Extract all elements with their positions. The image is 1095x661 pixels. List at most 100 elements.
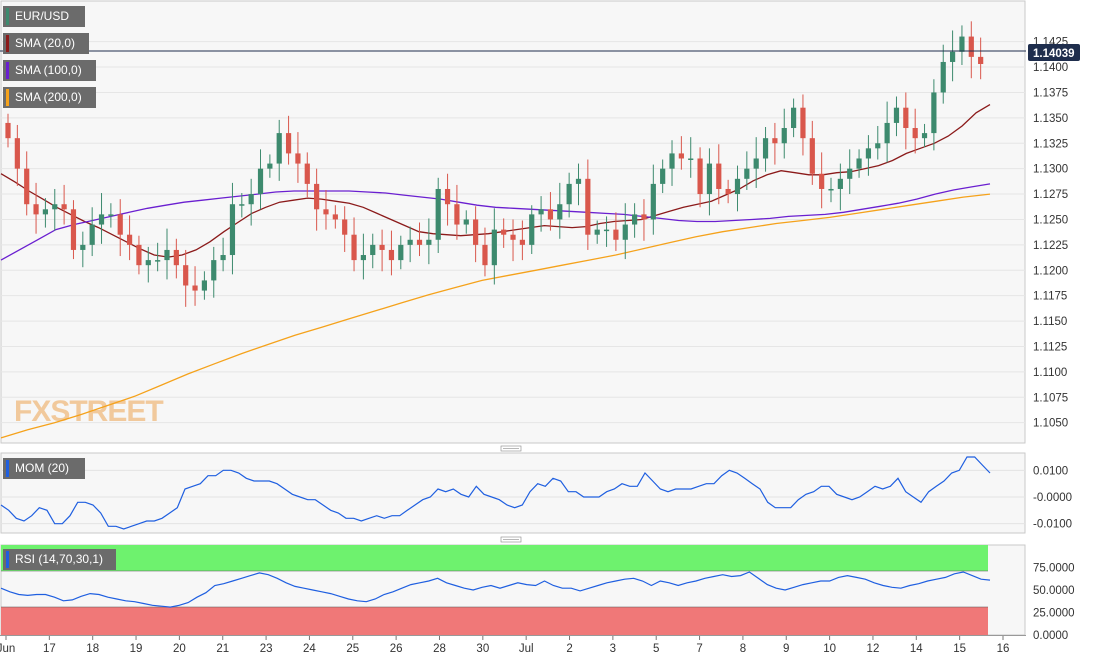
rsi-y-tick-label: 0.0000	[1033, 630, 1068, 642]
main-y-tick-label: 1.1175	[1033, 291, 1067, 303]
candle-body	[744, 168, 750, 179]
main-y-tick-label: 1.1225	[1033, 240, 1068, 252]
candle-body	[351, 234, 357, 261]
candle-body	[70, 209, 77, 250]
rsi-y-tick-label: 50.0000	[1033, 585, 1075, 597]
candle-body	[285, 133, 292, 154]
candle-body	[968, 36, 974, 57]
rsi-y-tick-label: 25.0000	[1033, 608, 1075, 620]
candle-body	[519, 239, 525, 245]
candle-body	[800, 107, 806, 139]
candle-body	[136, 244, 142, 266]
last-price-value: 1.14039	[1033, 48, 1075, 60]
x-tick-label: 20	[173, 643, 186, 655]
candle-body	[276, 133, 282, 164]
sma-100-label[interactable]: SMA (100,0)	[3, 60, 96, 81]
x-tick-label: 17	[43, 643, 56, 655]
candle-body	[837, 178, 843, 189]
candle-body	[454, 204, 460, 225]
symbol-label-text: EUR/USD	[15, 9, 70, 23]
candle-body	[978, 56, 984, 64]
candle-body	[173, 249, 179, 266]
candle-body	[239, 204, 245, 206]
candle-body	[33, 204, 39, 215]
rsi-y-tick-label: 75.0000	[1033, 563, 1075, 575]
candle-body	[613, 229, 619, 240]
main-y-tick-label: 1.1050	[1033, 418, 1068, 430]
main-y-tick-label: 1.1125	[1033, 341, 1067, 353]
candle-body	[856, 158, 862, 169]
symbol-swatch	[6, 8, 9, 25]
candle-body	[650, 183, 656, 220]
candle-body	[80, 244, 86, 250]
candle-body	[304, 163, 310, 184]
candle-body	[510, 234, 516, 240]
candle-body	[884, 122, 890, 144]
main-y-tick-label: 1.1275	[1033, 189, 1068, 201]
sma-line-200	[0, 193, 991, 439]
candle-body	[117, 214, 123, 235]
mom-y-tick-label: 0.0100	[1033, 465, 1068, 477]
candle-body	[762, 138, 769, 159]
candle-body	[201, 280, 207, 291]
candle-body	[342, 219, 348, 235]
candle-body	[426, 239, 432, 245]
rsi-line	[0, 571, 991, 608]
candle-body	[697, 158, 703, 195]
candle-body	[332, 214, 338, 220]
candle-body	[875, 143, 881, 149]
candle-body	[145, 260, 151, 266]
candle-body	[164, 249, 170, 261]
candle-body	[903, 107, 909, 129]
sma-20-swatch	[6, 35, 9, 52]
candle-body	[538, 209, 544, 215]
x-tick-label: 25	[346, 643, 359, 655]
candle-body	[295, 153, 301, 164]
candle-body	[940, 61, 946, 93]
candle-body	[501, 229, 507, 235]
candle-body	[781, 128, 787, 144]
x-tick-label: 10	[823, 643, 836, 655]
main-y-tick-label: 1.1375	[1033, 87, 1068, 99]
candle-body	[547, 209, 554, 220]
mom-y-tick-label: -0.0000	[1033, 492, 1072, 504]
x-tick-label: Jun	[0, 643, 15, 655]
candle-body	[398, 244, 404, 261]
x-tick-label: 2	[566, 643, 572, 655]
main-y-tick-label: 1.1325	[1033, 138, 1068, 150]
mom-label[interactable]: MOM (20)	[3, 458, 85, 479]
candle-body	[257, 168, 264, 195]
main-y-tick-label: 1.1100	[1033, 367, 1067, 379]
candle-body	[641, 214, 647, 220]
main-y-tick-label: 1.1150	[1033, 316, 1067, 328]
candle-body	[444, 188, 451, 205]
candle-body	[585, 178, 591, 235]
candle-body	[379, 244, 385, 250]
candle-body	[921, 133, 928, 139]
sma-100-label-text: SMA (100,0)	[15, 63, 82, 77]
candle-body	[473, 219, 479, 245]
candle-body	[809, 138, 815, 174]
candle-body	[126, 234, 133, 245]
candle-body	[669, 153, 675, 169]
mom-line	[0, 456, 991, 530]
rsi-oversold-zone	[1, 607, 988, 635]
candle-body	[435, 188, 441, 240]
rsi-label[interactable]: RSI (14,70,30,1)	[3, 549, 116, 570]
candle-body	[688, 158, 694, 160]
candle-body	[416, 239, 423, 245]
x-tick-label: 12	[867, 643, 880, 655]
mom-y-tick-label: -0.0100	[1033, 519, 1072, 531]
candle-body	[24, 168, 30, 205]
sma-200-label[interactable]: SMA (200,0)	[3, 87, 96, 108]
candle-body	[557, 204, 563, 220]
last-price-tag	[1028, 44, 1080, 61]
sma-20-label[interactable]: SMA (20,0)	[3, 33, 89, 54]
symbol-label[interactable]: EUR/USD	[3, 6, 85, 27]
rsi-overbought-zone	[1, 545, 988, 571]
sma-line-100	[0, 183, 991, 261]
candle-body	[678, 153, 684, 159]
sma-100-swatch	[6, 62, 9, 79]
x-tick-label: 5	[653, 643, 659, 655]
